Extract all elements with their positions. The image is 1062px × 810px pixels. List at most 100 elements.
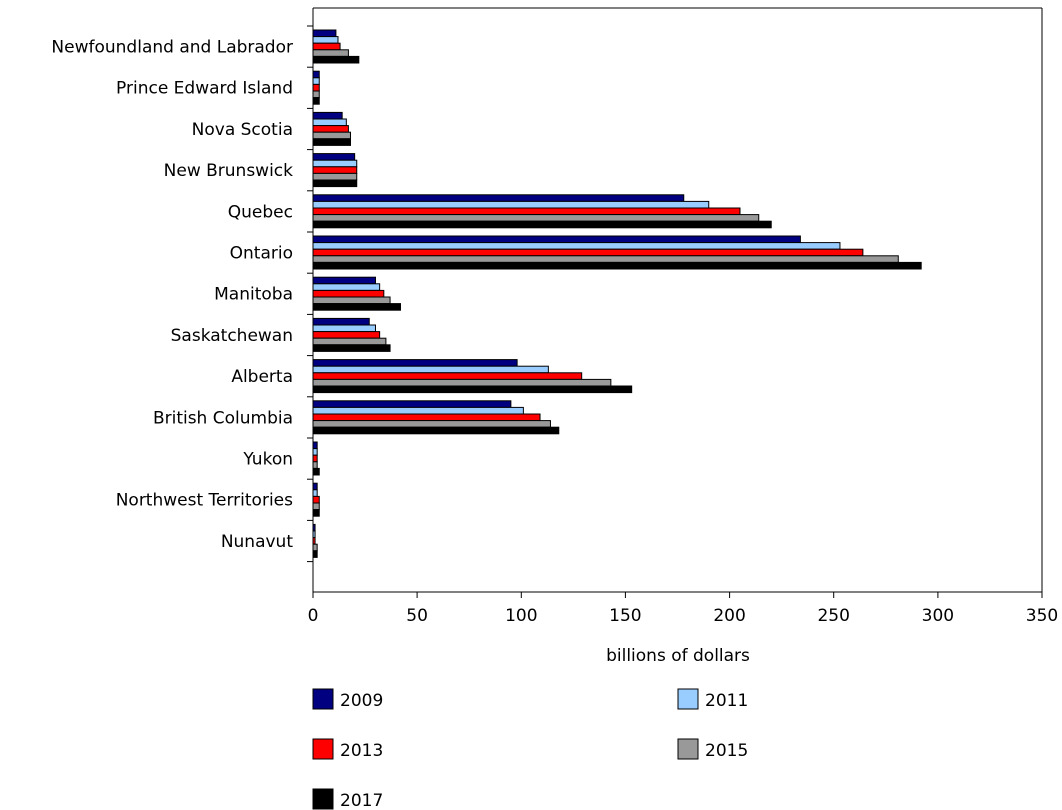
bar-2009-ontario xyxy=(312,235,801,244)
x-tick-label: 50 xyxy=(406,606,428,626)
bar-2009-alberta xyxy=(312,359,518,367)
bar-2011-newfoundland-and-labrador xyxy=(312,36,339,44)
category-label: British Columbia xyxy=(153,408,293,428)
bar-2013-new-brunswick xyxy=(312,166,358,174)
bar-2015-new-brunswick xyxy=(312,172,358,181)
legend-swatch-2015 xyxy=(677,738,699,760)
bar-2013-manitoba xyxy=(312,289,385,298)
bar-2015-saskatchewan xyxy=(312,337,387,346)
x-axis-title: billions of dollars xyxy=(606,646,750,666)
category-label: Northwest Territories xyxy=(116,491,293,511)
bar-2015-nunavut xyxy=(312,543,318,552)
legend-label-2015: 2015 xyxy=(705,741,748,761)
bar-2017-northwest-territories xyxy=(312,509,320,517)
bar-2011-prince-edward-island xyxy=(312,77,320,85)
legend-label-2009: 2009 xyxy=(340,691,383,711)
bar-2017-manitoba xyxy=(312,303,401,311)
axes xyxy=(307,7,1043,593)
bar-2009-yukon xyxy=(312,441,318,450)
bar-2017-newfoundland-and-labrador xyxy=(312,55,360,64)
bar-2013-quebec xyxy=(312,207,741,216)
x-tick-label: 200 xyxy=(713,606,745,626)
bar-2011-quebec xyxy=(312,200,710,209)
bar-2013-saskatchewan xyxy=(312,331,381,339)
legend-swatch-2017 xyxy=(312,788,334,810)
bar-2017-british-columbia xyxy=(312,426,560,435)
category-label: Prince Edward Island xyxy=(116,79,293,99)
bar-2009-new-brunswick xyxy=(312,153,356,161)
bar-2015-northwest-territories xyxy=(312,502,320,511)
legend-label-2011: 2011 xyxy=(705,691,748,711)
bar-2009-british-columbia xyxy=(312,400,512,408)
bar-2015-quebec xyxy=(312,214,760,222)
legend-swatch-2009 xyxy=(312,688,334,710)
x-tick-label: 0 xyxy=(308,606,319,626)
bar-2017-alberta xyxy=(312,385,633,394)
x-axis-ticks: 0 50 100 150 200 250 300 350 xyxy=(308,592,1058,626)
bars-group xyxy=(312,29,922,558)
x-tick-label: 350 xyxy=(1026,606,1058,626)
bar-2013-nova-scotia xyxy=(312,125,349,133)
bar-2015-ontario xyxy=(312,255,899,263)
bar-2013-ontario xyxy=(312,248,864,257)
bar-2011-ontario xyxy=(312,242,841,250)
category-label: Nunavut xyxy=(221,532,294,552)
bar-2009-manitoba xyxy=(312,276,376,285)
bar-2013-british-columbia xyxy=(312,413,541,422)
bar-2011-new-brunswick xyxy=(312,159,358,168)
category-labels: Newfoundland and Labrador Prince Edward I… xyxy=(51,38,293,552)
bar-2017-new-brunswick xyxy=(312,179,358,188)
bar-2009-quebec xyxy=(312,194,685,202)
bar-2011-saskatchewan xyxy=(312,324,376,333)
bar-2011-alberta xyxy=(312,365,549,374)
bar-2009-newfoundland-and-labrador xyxy=(312,29,337,38)
bar-2011-northwest-territories xyxy=(312,489,318,497)
bar-2015-newfoundland-and-labrador xyxy=(312,49,349,57)
legend-swatch-2013 xyxy=(312,738,334,760)
category-label: Ontario xyxy=(230,244,293,264)
bar-2015-alberta xyxy=(312,378,612,387)
bar-2017-nova-scotia xyxy=(312,138,351,146)
x-tick-label: 300 xyxy=(922,606,954,626)
legend-label-2017: 2017 xyxy=(340,791,383,810)
bar-2015-british-columbia xyxy=(312,420,551,428)
bar-2009-prince-edward-island xyxy=(312,70,320,79)
category-label: New Brunswick xyxy=(164,161,294,181)
bar-2017-yukon xyxy=(312,467,320,476)
bar-2015-nova-scotia xyxy=(312,131,351,140)
bar-2009-nova-scotia xyxy=(312,111,343,120)
bar-2011-nova-scotia xyxy=(312,118,347,127)
bar-2015-yukon xyxy=(312,461,318,469)
x-tick-label: 250 xyxy=(817,606,849,626)
x-tick-label: 100 xyxy=(505,606,537,626)
bar-2017-prince-edward-island xyxy=(312,97,320,105)
bar-2013-alberta xyxy=(312,372,583,380)
bar-2015-manitoba xyxy=(312,296,391,305)
bar-2013-prince-edward-island xyxy=(312,83,320,92)
bar-2009-saskatchewan xyxy=(312,317,370,326)
bar-2017-quebec xyxy=(312,220,772,229)
bar-2017-ontario xyxy=(312,261,922,270)
bar-2015-prince-edward-island xyxy=(312,90,320,99)
bar-2011-british-columbia xyxy=(312,406,524,415)
bar-2013-northwest-territories xyxy=(312,495,320,504)
bar-2017-saskatchewan xyxy=(312,344,391,352)
legend-swatch-2011 xyxy=(677,688,699,710)
bar-2009-northwest-territories xyxy=(312,482,318,491)
category-label: Manitoba xyxy=(214,285,293,305)
bar-2013-newfoundland-and-labrador xyxy=(312,42,341,51)
bar-2011-manitoba xyxy=(312,283,381,291)
category-label: Quebec xyxy=(228,202,293,222)
category-label: Nova Scotia xyxy=(192,120,293,140)
legend: 2009 2011 2013 2015 2017 xyxy=(312,688,748,810)
category-label: Saskatchewan xyxy=(171,326,293,346)
x-tick-label: 150 xyxy=(609,606,641,626)
bar-2017-nunavut xyxy=(312,550,318,558)
bar-2011-yukon xyxy=(312,448,318,456)
category-label: Alberta xyxy=(231,367,293,387)
legend-label-2013: 2013 xyxy=(340,741,383,761)
category-label: Yukon xyxy=(242,450,293,470)
bar-2013-yukon xyxy=(312,454,318,463)
category-label: Newfoundland and Labrador xyxy=(51,38,293,58)
